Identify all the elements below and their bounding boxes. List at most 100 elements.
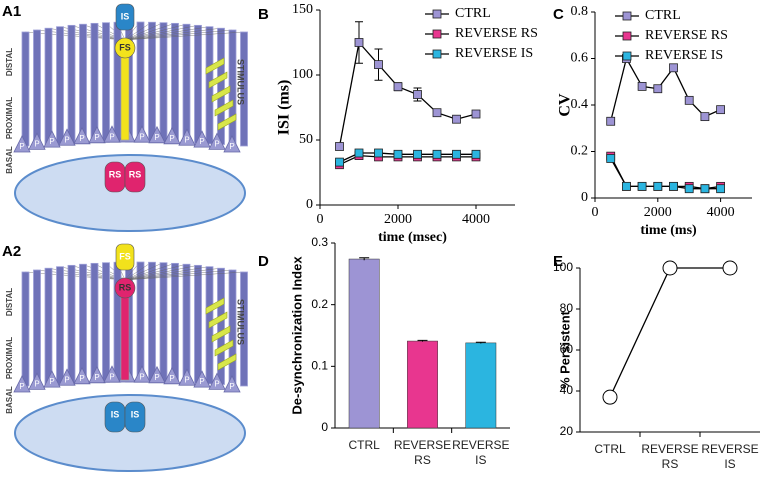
panel-label: A2 (2, 243, 21, 260)
marker (471, 109, 481, 119)
pyramidal-cell (28, 372, 46, 390)
error-bar (417, 339, 428, 342)
legend-marker (622, 31, 632, 41)
pyramidal-cell (133, 365, 151, 383)
marker (452, 114, 461, 124)
cell-label: P (94, 133, 99, 142)
bar (465, 342, 497, 429)
dendrite (171, 22, 179, 143)
dendrite (67, 24, 76, 144)
y-axis-label: ISI (ms) (276, 80, 293, 136)
dendrite (102, 262, 110, 383)
marker (374, 148, 383, 158)
zone-label: DISTAL (5, 48, 14, 76)
dendrite (90, 262, 99, 383)
marker (335, 142, 344, 151)
stimulus-bar (214, 99, 234, 117)
pyramidal-cell (73, 366, 91, 385)
connection (124, 262, 164, 281)
cell-label: P (139, 132, 144, 141)
dendrite (194, 24, 202, 144)
cell-label: P (34, 379, 39, 388)
x-tick-label: REVERSE IS (452, 438, 510, 467)
marker (471, 149, 481, 159)
pyramidal-cell (193, 130, 211, 148)
dendrite (136, 21, 145, 143)
stimulus-bar (205, 297, 225, 315)
y-tick-label: 0.2 (311, 297, 328, 311)
dendrite (56, 266, 64, 385)
error-bar (475, 341, 486, 344)
marker (335, 157, 344, 167)
pyramidal-cell (103, 365, 121, 383)
connection (124, 262, 152, 281)
x-tick-label: 4000 (707, 205, 735, 220)
base-disc (14, 154, 246, 232)
cell-label: P (94, 373, 99, 382)
pyramidal-cell (133, 125, 151, 143)
y-tick-label: 0 (306, 197, 313, 212)
error-bar (359, 257, 370, 261)
y-tick-label: 20 (560, 424, 574, 438)
y-tick-label: 0 (581, 190, 588, 205)
x-tick-label: 2000 (384, 212, 412, 227)
connection (124, 24, 187, 41)
legend-label: CTRL (455, 6, 491, 21)
dendrite (33, 29, 41, 146)
marker (606, 154, 616, 163)
dendrite (240, 271, 248, 387)
marker (452, 149, 461, 159)
bar (348, 258, 380, 429)
stimulus-bar (217, 353, 237, 371)
connection (124, 264, 187, 281)
cell-label: P (139, 372, 144, 381)
x-tick-label: 0 (317, 212, 324, 227)
bottom-cell (124, 401, 146, 433)
y-tick-label: 150 (292, 2, 313, 17)
cell-label: P (229, 142, 234, 151)
cell-label: P (109, 372, 114, 381)
dendrite (159, 262, 168, 383)
dendrite (182, 23, 191, 144)
cell-label: P (169, 374, 174, 383)
cell-label: P (109, 132, 114, 141)
dendrite (21, 31, 30, 147)
connection (124, 29, 233, 41)
y-tick-label: 50 (299, 132, 313, 147)
dendrite (240, 31, 248, 147)
x-tick-label: REVERSE RS (393, 438, 452, 467)
y-tick-label: 0.8 (571, 4, 589, 19)
marker (662, 260, 678, 276)
top-cell-label: FS (119, 251, 131, 261)
x-axis-label: time (msec) (378, 230, 447, 245)
cell-label: P (154, 373, 159, 382)
x-tick-label: CTRL (348, 438, 380, 452)
connection (124, 265, 198, 281)
connection (124, 28, 221, 41)
x-tick-label: 4000 (462, 212, 490, 227)
bottom-cell-label: RS (129, 169, 142, 179)
pyramidal-cell (208, 372, 226, 390)
y-axis-label: De-synchronization Index (289, 256, 304, 415)
marker (637, 82, 647, 91)
legend-label: CTRL (645, 8, 681, 23)
stimulus-bar (211, 325, 231, 343)
y-tick-label: 0.2 (571, 144, 589, 159)
x-tick-label: 2000 (644, 205, 672, 220)
connection (124, 31, 244, 41)
bottom-cell-label: RS (109, 169, 122, 179)
panel-label: C (553, 6, 564, 23)
middle-cell-label: RS (119, 282, 132, 292)
cell-label: P (214, 379, 219, 388)
zone-label: PROXIMAL (5, 337, 14, 379)
bottom-cell (124, 161, 146, 193)
panel-label: A1 (2, 3, 21, 20)
cell-label: P (184, 135, 189, 144)
pyramidal-cell (208, 132, 226, 150)
pyramidal-cell (43, 370, 61, 388)
pyramidal-cell (163, 126, 181, 145)
cell-label: P (19, 142, 24, 151)
pyramidal-cell (73, 126, 91, 145)
